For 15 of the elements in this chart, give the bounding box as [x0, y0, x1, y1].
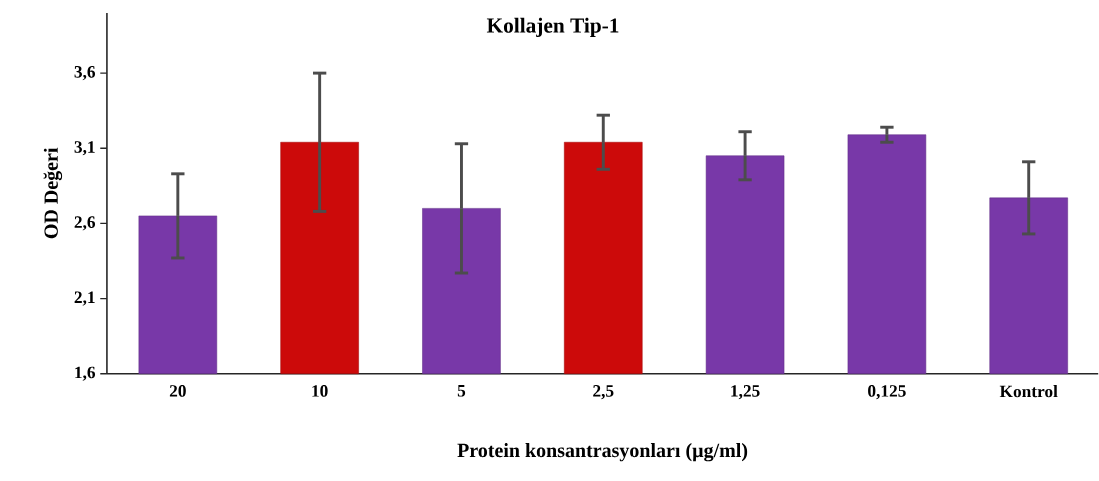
x-tick-label: Kontrol	[999, 385, 1058, 398]
chart-title: Kollajen Tip-1	[486, 17, 619, 38]
x-tick-label: 5	[457, 385, 466, 397]
x-tick-label: 0,125	[868, 385, 906, 400]
y-tick-label: 2,1	[74, 291, 95, 306]
y-tick-label: 1,6	[75, 366, 96, 381]
x-axis-title: Protein konsantrasyonları (µg/ml)	[457, 443, 748, 462]
y-axis-title: OD Değeri	[43, 148, 63, 239]
x-tick-label: 20	[169, 385, 186, 397]
x-tick-label: 1,25	[731, 385, 760, 400]
y-tick-label: 3,6	[74, 66, 96, 81]
x-tick-label: 2,5	[593, 385, 614, 400]
x-tick-label: 10	[312, 385, 328, 397]
y-tick-label: 2,6	[74, 216, 96, 231]
y-tick-label: 3,1	[74, 141, 95, 156]
